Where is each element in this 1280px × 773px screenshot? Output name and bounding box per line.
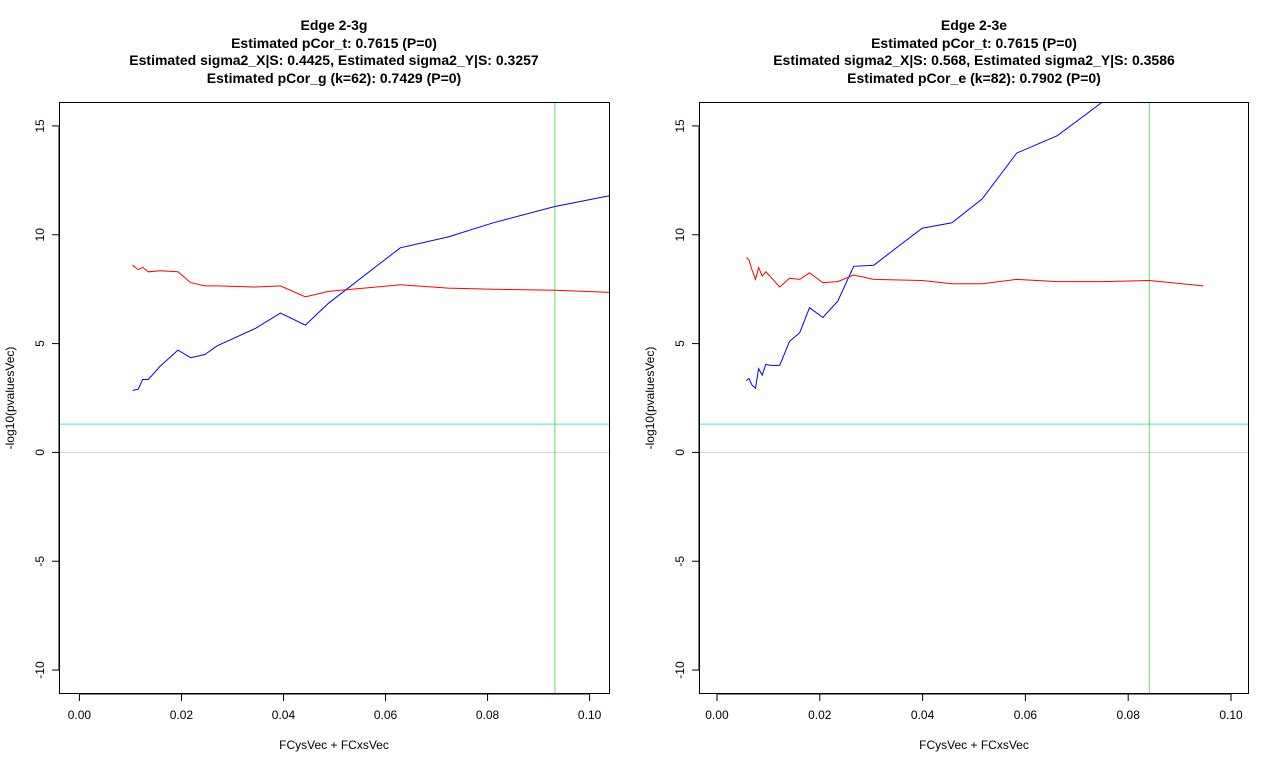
y-tick-label: 0	[673, 449, 687, 456]
plot-frame	[59, 102, 610, 694]
y-tick-label: -10	[33, 661, 47, 679]
x-tick-label: 0.10	[578, 708, 602, 722]
y-tick-label: 10	[33, 228, 47, 242]
y-tick-label: 10	[673, 228, 687, 242]
x-tick-label: 0.00	[705, 708, 729, 722]
x-tick-label: 0.06	[374, 708, 398, 722]
x-tick-label: 0.10	[1219, 708, 1243, 722]
x-tick-label: 0.08	[476, 708, 500, 722]
y-tick-label: -10	[673, 661, 687, 679]
x-axis-label: FCysVec + FCxsVec	[919, 738, 1029, 752]
chart-subtitle-line-1: Estimated pCor_t: 0.7615 (P=0)	[871, 35, 1077, 51]
x-tick-label: 0.04	[272, 708, 296, 722]
chart-subtitle-line-3: Estimated pCor_e (k=82): 0.7902 (P=0)	[847, 70, 1101, 86]
x-axis-label: FCysVec + FCxsVec	[279, 738, 389, 752]
y-tick-label: 0	[33, 449, 47, 456]
chart-subtitle-line-3: Estimated pCor_g (k=62): 0.7429 (P=0)	[207, 70, 461, 86]
x-tick-label: 0.00	[68, 708, 92, 722]
series-line-0	[745, 102, 1103, 390]
series-line-0	[132, 195, 610, 391]
chart-subtitle-line-1: Estimated pCor_t: 0.7615 (P=0)	[231, 35, 437, 51]
series-line-1	[132, 264, 610, 298]
x-axis: 0.00 0.02 0.04 0.06 0.08 0.10	[705, 693, 1243, 722]
x-tick-label: 0.02	[808, 708, 832, 722]
y-axis: -10 -5 0 5 10 15	[673, 119, 700, 679]
plot-area	[59, 102, 610, 694]
y-tick-label: 5	[33, 340, 47, 347]
plot-frame	[699, 102, 1249, 694]
series-line-1	[745, 257, 1204, 288]
x-axis: 0.00 0.02 0.04 0.06 0.08 0.10	[68, 693, 602, 722]
x-tick-label: 0.02	[170, 708, 194, 722]
chart-panel-edge-2-3e: Edge 2-3e Estimated pCor_t: 0.7615 (P=0)…	[643, 17, 1249, 752]
y-tick-label: -5	[33, 556, 47, 567]
y-axis-label: -log10(pvaluesVec)	[3, 347, 17, 450]
y-axis: -10 -5 0 5 10 15	[33, 119, 60, 679]
x-tick-label: 0.04	[911, 708, 935, 722]
chart-title: Edge 2-3g	[301, 17, 368, 33]
chart-subtitle-line-2: Estimated sigma2_X|S: 0.568, Estimated s…	[773, 52, 1175, 68]
chart-subtitle-line-2: Estimated sigma2_X|S: 0.4425, Estimated …	[129, 52, 539, 68]
y-axis-label: -log10(pvaluesVec)	[643, 347, 657, 450]
x-tick-label: 0.08	[1117, 708, 1141, 722]
y-tick-label: -5	[673, 556, 687, 567]
chart-title: Edge 2-3e	[941, 17, 1007, 33]
chart-panel-edge-2-3g: Edge 2-3g Estimated pCor_t: 0.7615 (P=0)…	[3, 17, 610, 752]
y-tick-label: 15	[33, 119, 47, 133]
y-tick-label: 15	[673, 119, 687, 133]
plot-area	[699, 102, 1249, 694]
x-tick-label: 0.06	[1014, 708, 1038, 722]
y-tick-label: 5	[673, 340, 687, 347]
